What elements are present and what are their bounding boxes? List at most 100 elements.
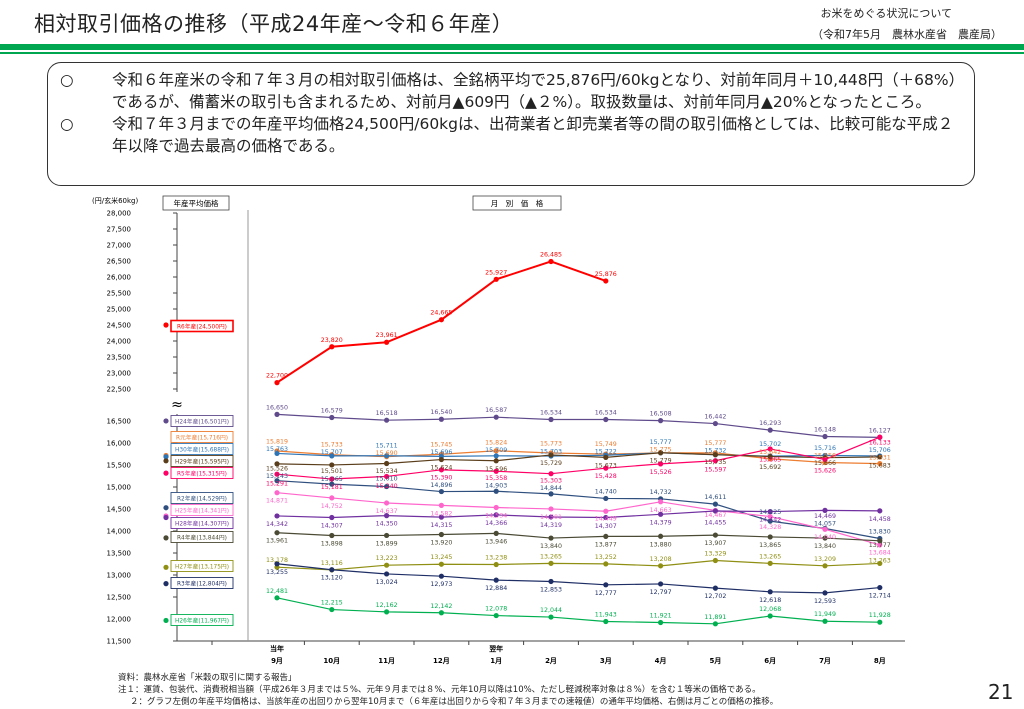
data-label: 16,650 bbox=[266, 404, 288, 411]
year-average-label: R3年産(12,804円) bbox=[177, 579, 227, 587]
data-point bbox=[658, 511, 664, 517]
data-label: 14,455 bbox=[704, 520, 726, 527]
year-average-label: H27年産(13,175円) bbox=[175, 562, 229, 570]
data-label: 15,779 bbox=[650, 458, 672, 465]
data-label: 12,593 bbox=[814, 598, 836, 605]
year-average-box bbox=[170, 415, 234, 427]
year-average-label: R元年産(15,716円) bbox=[176, 433, 228, 441]
left-panel-title: 年産平均価格 bbox=[174, 198, 219, 208]
data-point bbox=[384, 460, 390, 467]
x-tick-prefix: 当年 bbox=[270, 644, 284, 653]
data-point bbox=[493, 468, 499, 474]
data-point bbox=[438, 531, 444, 538]
data-label: 12,068 bbox=[759, 606, 781, 613]
data-point bbox=[767, 560, 773, 566]
data-label: 11,921 bbox=[650, 612, 672, 619]
data-label: 13,178 bbox=[266, 557, 288, 564]
data-label: 13,265 bbox=[540, 553, 562, 560]
series-line-R4年産 bbox=[276, 532, 880, 542]
data-point bbox=[603, 618, 609, 625]
data-label: 13,209 bbox=[814, 556, 836, 563]
x-tick-label: 5月 bbox=[709, 657, 721, 665]
data-point bbox=[493, 453, 499, 459]
data-label: 14,225 bbox=[759, 509, 781, 516]
data-label: 13,880 bbox=[650, 541, 672, 548]
data-point bbox=[274, 380, 280, 386]
document-subtitle: お米をめぐる状況について bbox=[820, 7, 952, 20]
data-label: 12,162 bbox=[376, 602, 398, 609]
year-average-point bbox=[163, 514, 169, 521]
data-point bbox=[384, 417, 390, 423]
data-point bbox=[384, 532, 390, 539]
data-label: 14,663 bbox=[650, 507, 672, 514]
x-tick-label: 6月 bbox=[764, 657, 776, 665]
year-average-point bbox=[163, 564, 169, 570]
data-point bbox=[493, 276, 499, 282]
y-tick-label: 26,000 bbox=[107, 274, 132, 282]
data-label: 12,714 bbox=[869, 593, 891, 600]
x-tick-label: 10月 bbox=[323, 657, 340, 665]
data-point bbox=[877, 434, 883, 440]
x-tick-prefix: 翌年 bbox=[489, 644, 503, 653]
data-label: 13,208 bbox=[650, 556, 672, 563]
year-average-point bbox=[163, 470, 169, 476]
data-point bbox=[438, 488, 444, 495]
data-point bbox=[822, 590, 828, 596]
right-panel-title-box bbox=[472, 195, 562, 211]
data-label: 15,642 bbox=[759, 449, 781, 456]
data-label: 12,702 bbox=[704, 593, 726, 600]
data-label: 12,078 bbox=[485, 606, 507, 613]
data-point bbox=[438, 416, 444, 422]
data-label: 15,706 bbox=[869, 447, 891, 454]
data-label: 15,749 bbox=[595, 441, 617, 448]
data-point bbox=[822, 618, 828, 624]
data-point bbox=[712, 585, 719, 591]
series-line-H27年産 bbox=[276, 559, 880, 571]
data-point bbox=[877, 454, 883, 460]
data-point bbox=[548, 514, 554, 520]
x-tick-label: 3月 bbox=[600, 657, 612, 665]
data-label: 14,740 bbox=[595, 488, 617, 495]
year-average-point bbox=[163, 458, 169, 464]
data-label: 14,534 bbox=[485, 512, 507, 519]
data-point bbox=[329, 414, 335, 421]
data-point bbox=[877, 542, 883, 548]
data-label: 16,579 bbox=[321, 408, 343, 415]
y-tick-label: 27,500 bbox=[107, 226, 132, 234]
y-axis-unit: (円/玄米60kg) bbox=[92, 196, 138, 205]
x-tick-label: 2月 bbox=[545, 657, 557, 665]
year-average-box bbox=[170, 492, 234, 504]
bullet-icon: ○ bbox=[60, 115, 74, 133]
y-tick-label: 13,000 bbox=[107, 572, 132, 580]
data-label: 15,526 bbox=[266, 465, 288, 472]
data-label: 15,777 bbox=[650, 439, 672, 446]
data-label: 16,518 bbox=[376, 410, 398, 417]
data-label: 13,255 bbox=[266, 569, 288, 576]
data-point bbox=[384, 473, 390, 480]
right-panel-title: 月 別 価 格 bbox=[491, 198, 544, 208]
data-point bbox=[438, 456, 444, 463]
y-tick-label: 11,500 bbox=[107, 638, 132, 646]
data-label: 23,961 bbox=[376, 332, 398, 339]
data-point bbox=[329, 495, 335, 501]
data-point bbox=[767, 513, 773, 520]
series-line-H24年産 bbox=[276, 413, 880, 439]
data-point bbox=[767, 508, 773, 515]
data-point bbox=[548, 535, 554, 541]
data-label: 14,458 bbox=[869, 516, 891, 523]
data-label: 14,319 bbox=[540, 522, 562, 529]
data-point bbox=[329, 481, 335, 487]
data-point bbox=[274, 461, 280, 467]
data-label: 14,582 bbox=[430, 510, 452, 517]
data-point bbox=[767, 427, 773, 433]
data-label: 14,752 bbox=[321, 503, 343, 510]
data-label: 15,065 bbox=[321, 476, 343, 483]
data-point bbox=[438, 573, 444, 579]
data-label: 14,469 bbox=[814, 513, 836, 520]
data-label: 15,702 bbox=[759, 441, 781, 448]
data-point bbox=[384, 609, 390, 615]
data-label: 24,665 bbox=[430, 310, 452, 317]
data-point bbox=[384, 339, 390, 345]
y-tick-label: 16,000 bbox=[107, 440, 132, 448]
data-label: 15,763 bbox=[266, 446, 288, 453]
